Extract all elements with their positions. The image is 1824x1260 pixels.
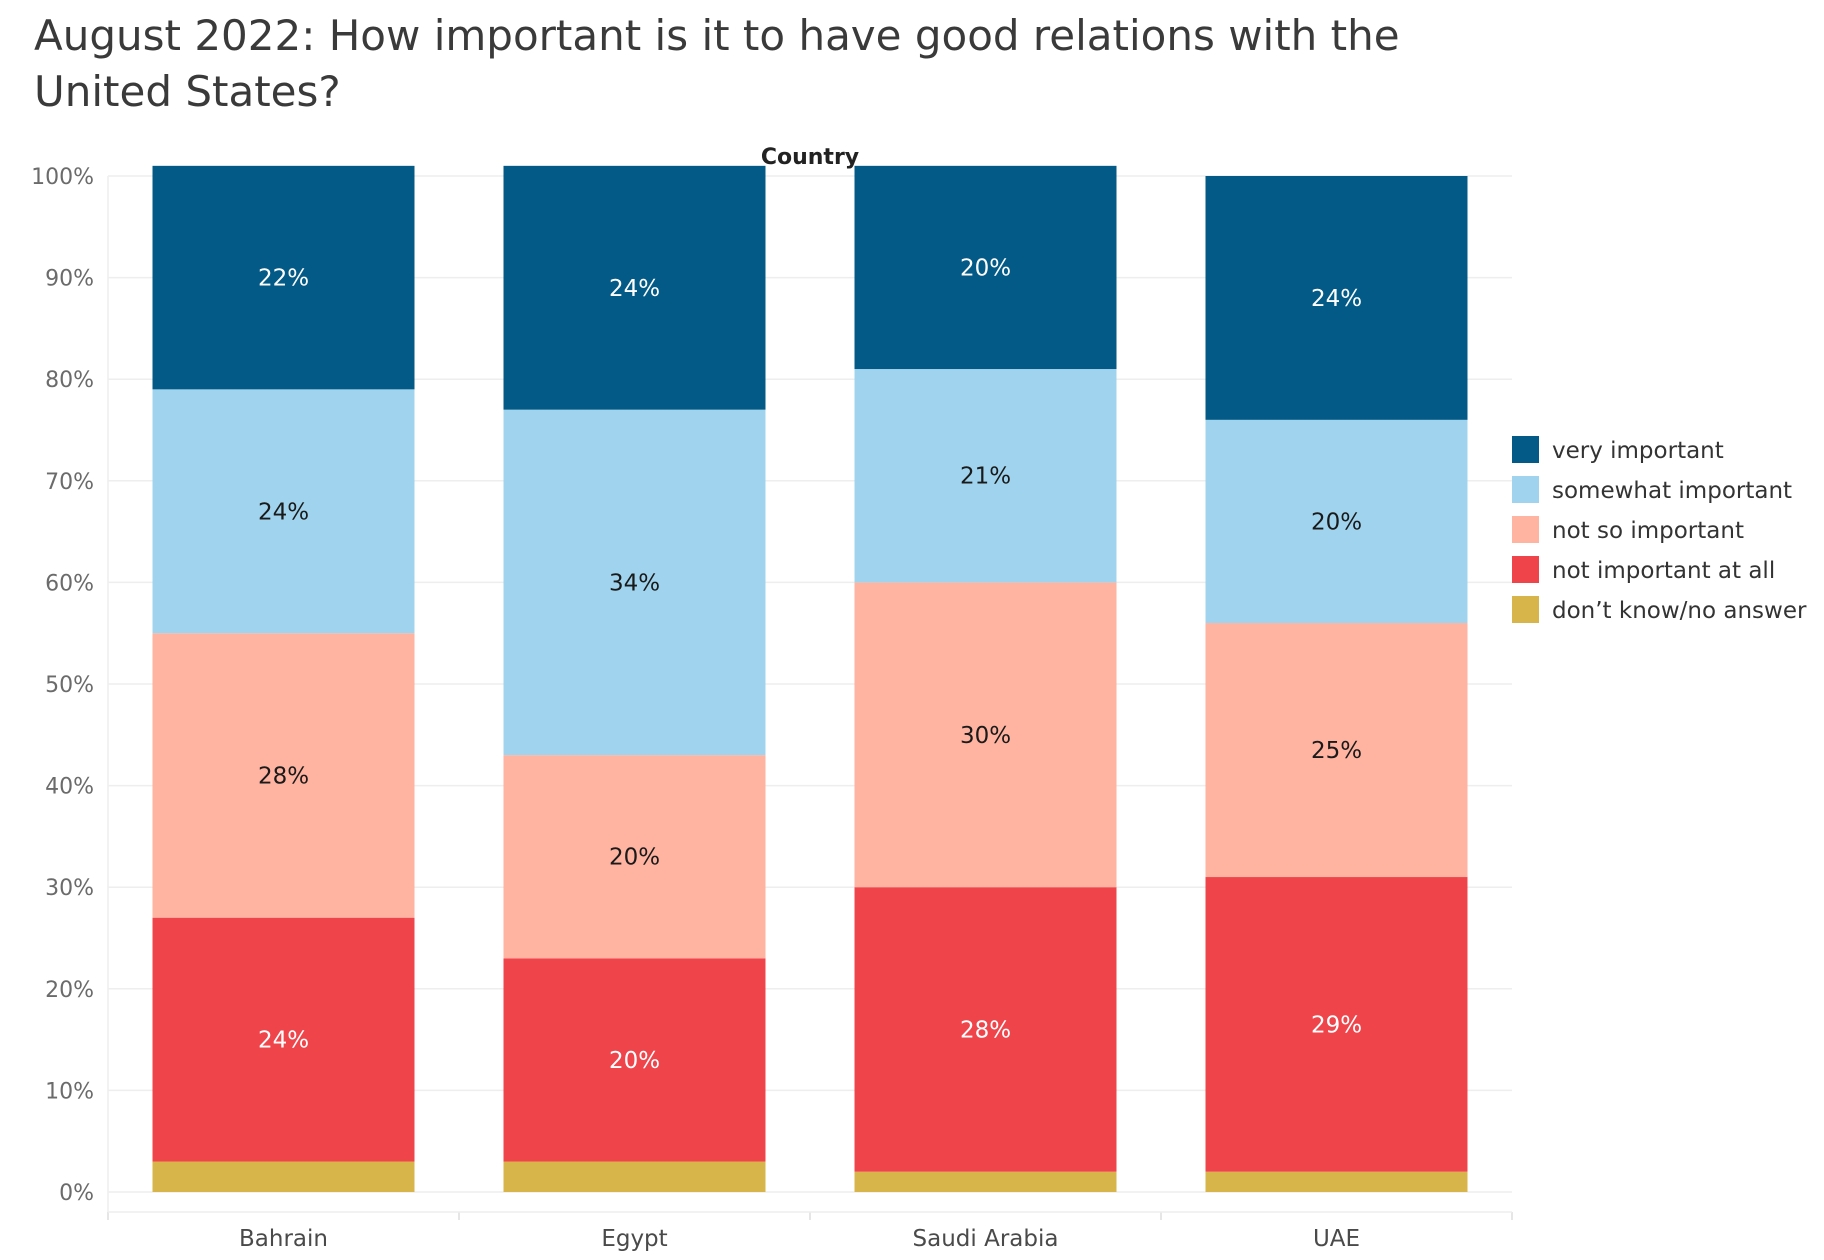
data-label: 24% — [258, 1028, 309, 1054]
bar-segment-bahrain-1 — [152, 917, 415, 1162]
data-label: 24% — [609, 276, 660, 302]
bar-segment-uae-3 — [1205, 419, 1468, 624]
data-label: 22% — [258, 266, 309, 292]
x-category-label: Saudi Arabia — [913, 1226, 1059, 1252]
x-category-label: UAE — [1313, 1226, 1360, 1252]
y-tick-label: 60% — [45, 571, 94, 596]
bar-segment-uae-1 — [1205, 877, 1468, 1172]
data-label: 28% — [258, 763, 309, 789]
y-tick-label: 40% — [45, 775, 94, 800]
legend-label: not so important — [1552, 518, 1744, 544]
data-label: 20% — [960, 255, 1011, 281]
legend-swatch — [1512, 436, 1539, 463]
data-label: 29% — [1311, 1012, 1362, 1038]
chart-title: August 2022: How important is it to have… — [34, 11, 1400, 116]
bar-segment-egypt-2 — [503, 755, 766, 959]
bar-segment-egypt-3 — [503, 409, 766, 756]
bar-segment-bahrain-2 — [152, 633, 415, 918]
x-category-label: Bahrain — [239, 1226, 328, 1252]
legend-swatch — [1512, 516, 1539, 543]
bar-segment-saudi-arabia-4 — [854, 165, 1117, 370]
bar-segment-saudi-arabia-0 — [854, 1171, 1117, 1192]
bar-segment-saudi-arabia-3 — [854, 369, 1117, 583]
legend-label: somewhat important — [1552, 478, 1792, 504]
legend-swatch — [1512, 556, 1539, 583]
data-label: 34% — [609, 570, 660, 596]
y-tick-label: 10% — [45, 1079, 94, 1104]
bar-segment-saudi-arabia-1 — [854, 887, 1117, 1172]
y-tick-label: 20% — [45, 978, 94, 1003]
legend-swatch — [1512, 476, 1539, 503]
bar-segment-egypt-4 — [503, 165, 766, 410]
data-label: 30% — [960, 723, 1011, 749]
data-label: 28% — [960, 1017, 1011, 1043]
bar-segment-saudi-arabia-2 — [854, 582, 1117, 888]
bar-segment-egypt-1 — [503, 958, 766, 1162]
bar-segment-bahrain-0 — [152, 1161, 415, 1192]
data-label: 20% — [609, 845, 660, 871]
bar-segment-egypt-0 — [503, 1161, 766, 1192]
legend-swatch — [1512, 596, 1539, 623]
data-label: 24% — [258, 499, 309, 525]
legend-label: very important — [1552, 438, 1724, 464]
y-tick-label: 100% — [31, 165, 94, 190]
y-tick-label: 80% — [45, 368, 94, 393]
data-label: 20% — [609, 1048, 660, 1074]
y-tick-label: 70% — [45, 470, 94, 495]
column-header: Country — [761, 145, 859, 170]
bar-segment-uae-2 — [1205, 623, 1468, 878]
data-label: 25% — [1311, 738, 1362, 764]
y-tick-label: 50% — [45, 673, 94, 698]
y-tick-label: 0% — [59, 1181, 94, 1206]
data-label: 21% — [960, 464, 1011, 490]
data-label: 24% — [1311, 286, 1362, 312]
legend-label: not important at all — [1552, 558, 1775, 584]
x-category-label: Egypt — [601, 1226, 667, 1252]
bar-segment-uae-4 — [1205, 176, 1468, 420]
bar-segment-bahrain-4 — [152, 165, 415, 390]
data-label: 20% — [1311, 509, 1362, 535]
bar-segment-uae-0 — [1205, 1171, 1468, 1192]
y-tick-label: 30% — [45, 876, 94, 901]
legend-label: don’t know/no answer — [1552, 598, 1807, 624]
y-tick-label: 90% — [45, 267, 94, 292]
bar-segment-bahrain-3 — [152, 389, 415, 634]
